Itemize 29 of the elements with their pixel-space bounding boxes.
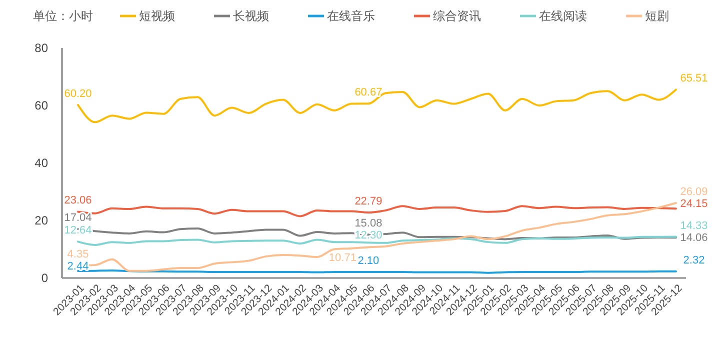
data-label: 65.51 [680, 72, 708, 85]
legend-label: 在线音乐 [327, 9, 375, 23]
data-label: 26.09 [680, 186, 708, 198]
data-label: 2.10 [358, 254, 380, 267]
y-tick-label: 20 [34, 214, 48, 228]
legend-label: 短视频 [139, 9, 175, 23]
y-tick-label: 40 [34, 156, 48, 170]
data-label: 4.35 [67, 248, 89, 260]
y-tick-label: 60 [34, 98, 48, 113]
y-tick-label: 80 [34, 41, 48, 56]
data-label: 14.33 [680, 220, 708, 232]
data-label: 60.67 [354, 86, 382, 99]
data-label: 15.08 [354, 218, 382, 230]
data-label: 10.71 [328, 252, 356, 264]
legend-label: 短剧 [645, 9, 669, 23]
data-label: 60.20 [64, 88, 92, 100]
data-label: 14.06 [680, 232, 708, 244]
y-axis-title: 单位：小时 [33, 9, 93, 23]
legend-label: 综合资讯 [433, 9, 481, 23]
data-label: 23.06 [64, 194, 92, 207]
data-label: 12.64 [64, 224, 92, 237]
y-tick-label: 0 [41, 271, 48, 286]
data-label: 24.15 [680, 198, 708, 210]
data-label: 17.04 [64, 212, 92, 224]
legend-label: 长视频 [233, 9, 269, 23]
legend-label: 在线阅读 [539, 9, 587, 23]
data-label: 2.32 [683, 254, 705, 266]
data-label: 2.44 [67, 260, 89, 272]
data-label: 22.79 [354, 195, 382, 208]
